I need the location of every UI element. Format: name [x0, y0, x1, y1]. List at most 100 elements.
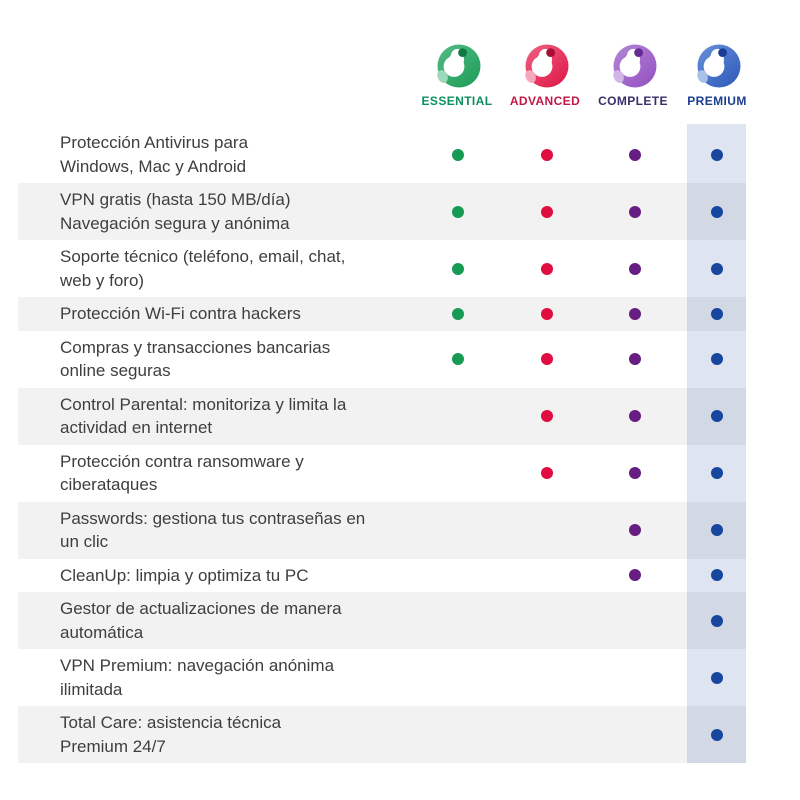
cell-premium	[687, 336, 746, 383]
included-dot-advanced	[541, 307, 553, 320]
feature-label: Passwords: gestiona tus contraseñas en u…	[60, 508, 366, 552]
cell-essential	[413, 564, 503, 588]
cell-premium	[687, 131, 746, 178]
included-dot-premium	[710, 410, 723, 422]
feature-rows: Protección Antivirus para Windows, Mac y…	[18, 126, 746, 763]
cell-essential	[413, 654, 503, 701]
included-dot-premium	[710, 614, 723, 627]
cell-complete	[591, 302, 679, 326]
feature-row: Total Care: asistencia técnica Premium 2…	[18, 706, 746, 763]
included-dot-advanced	[541, 205, 553, 218]
included-dot-complete	[629, 148, 641, 161]
cell-advanced	[503, 336, 591, 383]
included-dot-advanced	[541, 467, 553, 479]
included-dot-advanced	[541, 353, 553, 365]
plan-label-complete: COMPLETE	[598, 94, 668, 108]
cell-advanced	[503, 507, 591, 554]
feature-label: Compras y transacciones bancarias online…	[60, 337, 331, 381]
cell-essential	[413, 393, 503, 440]
included-dot-premium	[710, 728, 723, 741]
cell-premium	[687, 245, 746, 292]
cell-premium	[687, 564, 746, 588]
panda-logo-red-icon	[525, 44, 569, 88]
feature-row: Protección Wi-Fi contra hackers	[18, 297, 746, 331]
included-dot-essential	[452, 353, 464, 365]
cell-advanced	[503, 654, 591, 701]
cell-essential	[413, 450, 503, 497]
included-dot-essential	[452, 262, 464, 275]
plan-column-premium: PREMIUM	[677, 43, 757, 108]
cell-complete	[591, 336, 679, 383]
feature-row: Protección contra ransomware y ciberataq…	[18, 445, 746, 502]
feature-label: Protección contra ransomware y ciberataq…	[60, 451, 304, 495]
cell-advanced	[503, 711, 591, 758]
plan-column-complete: COMPLETE	[589, 43, 677, 108]
included-dot-complete	[629, 410, 641, 422]
cell-premium	[687, 597, 746, 644]
feature-label: Protección Antivirus para Windows, Mac y…	[60, 133, 249, 176]
cell-essential	[413, 711, 503, 758]
plan-header-row: ESSENTIAL ADVANCED COMPLETE PREMIUM	[413, 43, 757, 108]
included-dot-complete	[629, 205, 641, 218]
cell-essential	[413, 131, 503, 178]
cell-advanced	[503, 302, 591, 326]
plan-label-essential: ESSENTIAL	[421, 94, 493, 108]
cell-essential	[413, 302, 503, 326]
feature-row: Gestor de actualizaciones de manera auto…	[18, 592, 746, 649]
included-dot-complete	[629, 353, 641, 365]
feature-label: Gestor de actualizaciones de manera auto…	[60, 599, 342, 642]
included-dot-complete	[629, 524, 641, 536]
included-dot-advanced	[541, 262, 553, 275]
included-dot-essential	[452, 205, 464, 218]
included-dot-premium	[710, 671, 723, 684]
plan-label-premium: PREMIUM	[687, 94, 747, 108]
feature-label: Control Parental: monitoriza y limita la…	[60, 394, 347, 438]
cell-complete	[591, 393, 679, 440]
cell-advanced	[503, 245, 591, 292]
cell-complete	[591, 507, 679, 554]
panda-logo-purple-icon	[613, 44, 657, 88]
included-dot-complete	[629, 569, 641, 582]
included-dot-essential	[452, 148, 464, 161]
feature-label: Soporte técnico (teléfono, email, chat, …	[60, 247, 346, 290]
feature-label: VPN gratis (hasta 150 MB/día) Navegación…	[60, 190, 291, 233]
feature-row: Protección Antivirus para Windows, Mac y…	[18, 126, 746, 183]
cell-complete	[591, 450, 679, 497]
cell-complete	[591, 245, 679, 292]
feature-label: CleanUp: limpia y optimiza tu PC	[60, 565, 309, 585]
cell-advanced	[503, 188, 591, 235]
feature-row: VPN gratis (hasta 150 MB/día) Navegación…	[18, 183, 746, 240]
included-dot-premium	[710, 262, 723, 275]
cell-complete	[591, 188, 679, 235]
cell-advanced	[503, 393, 591, 440]
cell-essential	[413, 597, 503, 644]
plan-label-advanced: ADVANCED	[509, 94, 581, 108]
feature-row: VPN Premium: navegación anónima ilimitad…	[18, 649, 746, 706]
included-dot-premium	[710, 307, 723, 320]
cell-advanced	[503, 131, 591, 178]
included-dot-advanced	[541, 148, 553, 161]
included-dot-complete	[629, 467, 641, 479]
feature-label: Protección Wi-Fi contra hackers	[60, 304, 301, 323]
panda-logo-blue-icon	[697, 44, 741, 88]
cell-complete	[591, 564, 679, 588]
included-dot-premium	[710, 524, 723, 536]
cell-advanced	[503, 564, 591, 588]
included-dot-premium	[710, 353, 723, 365]
cell-essential	[413, 336, 503, 383]
plan-column-essential: ESSENTIAL	[413, 43, 501, 108]
included-dot-premium	[710, 467, 723, 479]
plan-column-advanced: ADVANCED	[501, 43, 589, 108]
feature-label: Total Care: asistencia técnica Premium 2…	[60, 713, 282, 756]
cell-premium	[687, 393, 746, 440]
cell-essential	[413, 507, 503, 554]
cell-complete	[591, 597, 679, 644]
cell-premium	[687, 711, 746, 758]
included-dot-premium	[710, 569, 723, 582]
included-dot-premium	[710, 148, 723, 161]
cell-complete	[591, 711, 679, 758]
cell-complete	[591, 131, 679, 178]
feature-row: Soporte técnico (teléfono, email, chat, …	[18, 240, 746, 297]
cell-premium	[687, 188, 746, 235]
